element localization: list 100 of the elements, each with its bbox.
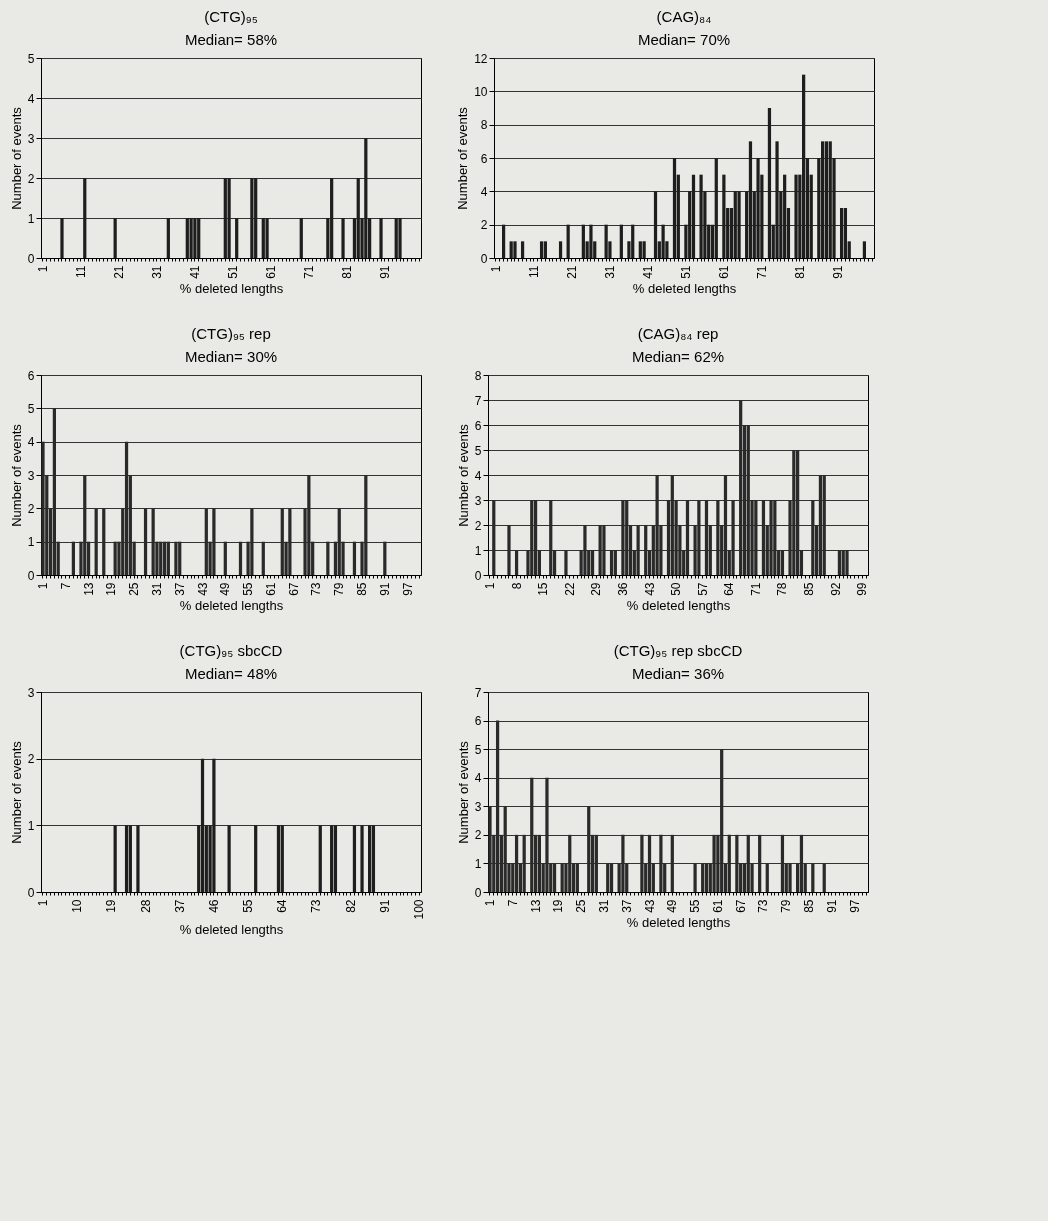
bar xyxy=(223,178,227,258)
y-tick-label: 3 xyxy=(27,468,35,483)
y-tick-label: 3 xyxy=(27,685,35,700)
bar xyxy=(398,218,402,258)
x-tick-label: 11 xyxy=(526,265,541,278)
bar xyxy=(330,178,334,258)
bar xyxy=(828,141,832,258)
bar xyxy=(113,218,117,258)
y-tick-label: 1 xyxy=(474,543,482,558)
bar xyxy=(189,218,193,258)
bar xyxy=(862,241,867,258)
x-tick-label: 92 xyxy=(828,582,843,596)
x-tick-label: 49 xyxy=(218,582,233,596)
x-tick-label: 37 xyxy=(619,899,634,913)
bar xyxy=(843,208,848,258)
bar xyxy=(581,224,585,258)
x-tick-label: 43 xyxy=(195,582,210,596)
bar xyxy=(193,218,197,258)
x-tick-label: 91 xyxy=(830,265,845,279)
x-tick-label: 71 xyxy=(748,582,763,596)
y-tick-label: 5 xyxy=(27,51,35,66)
x-tick-label: 61 xyxy=(263,582,278,596)
y-tick-label: 0 xyxy=(474,885,482,900)
y-tick-label: 2 xyxy=(27,171,35,186)
y-tick-label: 6 xyxy=(474,714,482,729)
x-tick-label: 19 xyxy=(104,899,119,913)
bar xyxy=(589,224,593,258)
y-tick-label: 5 xyxy=(474,443,482,458)
x-tick-label: 81 xyxy=(339,265,354,279)
bar xyxy=(558,241,563,258)
x-tick-label: 85 xyxy=(802,899,817,913)
x-tick-label: 7 xyxy=(58,582,73,590)
bar xyxy=(631,224,635,258)
x-tick-label: 73 xyxy=(309,582,324,596)
chart-subtitle: Median= 58% xyxy=(184,31,278,48)
y-tick-label: 1 xyxy=(27,535,35,550)
x-tick-label: 31 xyxy=(602,265,617,279)
bar xyxy=(166,218,170,258)
bar xyxy=(539,241,544,258)
bar xyxy=(794,174,798,258)
x-tick-label: 55 xyxy=(241,582,256,596)
x-tick-label: 1 xyxy=(488,265,503,273)
x-tick-label: 91 xyxy=(824,899,839,913)
chart-title: (CTG)₉₅ sbcCD xyxy=(179,642,283,659)
x-tick-label: 51 xyxy=(678,265,693,279)
bar xyxy=(661,224,665,258)
bar xyxy=(714,158,718,258)
y-tick-label: 3 xyxy=(474,799,482,814)
y-axis-title: Number of events xyxy=(455,106,471,210)
bar xyxy=(513,241,517,258)
x-tick-label: 37 xyxy=(172,582,187,596)
x-tick-label: 36 xyxy=(615,582,630,596)
bar xyxy=(235,218,239,258)
x-tick-label: 31 xyxy=(149,582,164,596)
bar xyxy=(364,138,368,258)
y-tick-label: 2 xyxy=(474,828,482,843)
x-tick-label: 57 xyxy=(695,582,710,596)
bar xyxy=(824,141,829,258)
x-tick-label: 100 xyxy=(412,899,427,920)
bar xyxy=(520,241,525,258)
x-tick-label: 81 xyxy=(792,265,807,279)
bar xyxy=(672,158,677,258)
x-tick-label: 67 xyxy=(733,899,748,913)
y-tick-label: 4 xyxy=(27,91,35,106)
x-tick-label: 97 xyxy=(847,899,862,913)
x-tick-label: 79 xyxy=(332,582,347,596)
bar xyxy=(185,218,189,258)
y-tick-label: 1 xyxy=(27,211,35,226)
y-tick-label: 4 xyxy=(27,435,35,450)
chart-subtitle: Median= 30% xyxy=(184,348,278,365)
y-tick-label: 1 xyxy=(474,856,482,871)
bar xyxy=(733,191,737,258)
chart-title: (CTG)₉₅ xyxy=(204,8,258,25)
bar xyxy=(775,141,779,258)
x-tick-label: 71 xyxy=(754,265,769,279)
x-tick-label: 43 xyxy=(642,582,657,596)
chart-title: (CAG)₈₄ rep xyxy=(637,325,719,342)
bar xyxy=(299,218,303,258)
chart-subtitle: Median= 36% xyxy=(631,665,725,682)
y-tick-label: 12 xyxy=(474,51,488,66)
chart-subtitle: Median= 62% xyxy=(631,348,725,365)
y-tick-label: 5 xyxy=(474,742,482,757)
bar xyxy=(394,218,398,258)
x-tick-label: 91 xyxy=(377,582,392,596)
y-tick-label: 0 xyxy=(27,568,35,583)
bar xyxy=(699,174,703,258)
bar xyxy=(653,191,658,258)
bar xyxy=(737,191,741,258)
bar xyxy=(619,224,623,258)
y-axis-title: Number of events xyxy=(455,423,471,527)
y-axis-title: Number of events xyxy=(8,740,24,844)
x-axis-title: % deleted lengths xyxy=(632,280,737,296)
x-tick-label: 8 xyxy=(509,582,524,590)
bar xyxy=(767,108,772,258)
y-tick-label: 2 xyxy=(27,752,35,767)
y-tick-label: 7 xyxy=(474,685,482,700)
y-axis-title: Number of events xyxy=(8,106,24,210)
x-tick-label: 78 xyxy=(775,582,790,596)
chart-subtitle: Median= 48% xyxy=(184,665,278,682)
x-tick-label: 61 xyxy=(710,899,725,913)
